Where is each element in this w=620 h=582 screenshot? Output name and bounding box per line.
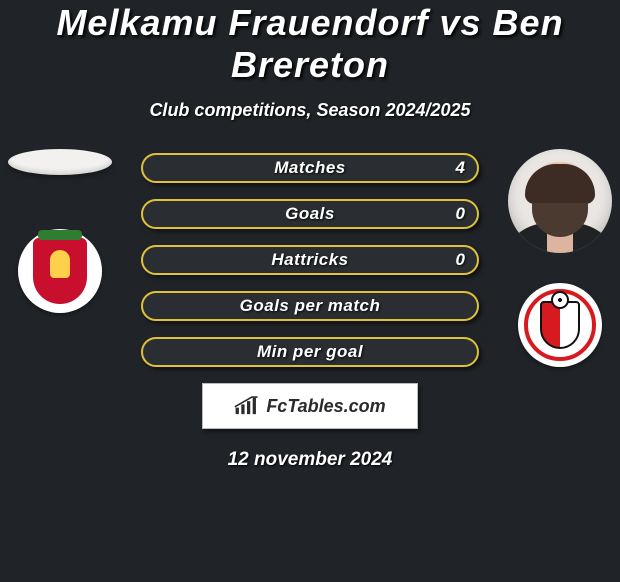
left-player-avatar [8,149,112,175]
stat-bar-value-left [143,339,167,365]
stat-bar: Goals per match [141,291,479,321]
left-club-crest [18,229,102,313]
stat-bar-value-left [143,293,167,319]
bar-chart-icon [234,396,260,416]
date-text: 12 november 2024 [0,449,620,471]
stat-bar-value-left [143,155,167,181]
subtitle: Club competitions, Season 2024/2025 [0,100,620,121]
brand-watermark: FcTables.com [202,383,418,429]
right-player-avatar [508,149,612,253]
stat-bar-label: Matches [143,155,477,181]
southampton-badge-icon [540,301,580,349]
stat-bar: Min per goal [141,337,479,367]
stat-bar: Matches4 [141,153,479,183]
stat-bar: Hattricks0 [141,245,479,275]
page-title: Melkamu Frauendorf vs Ben Brereton [0,2,620,86]
right-player-column [500,149,620,367]
stat-bar-label: Goals per match [143,293,477,319]
stat-bar-label: Hattricks [143,247,477,273]
stat-bar-value-right: 0 [444,247,477,273]
stat-bar: Goals0 [141,199,479,229]
stat-bar-value-right: 0 [444,201,477,227]
liverpool-shield-icon [33,238,87,304]
right-club-crest [518,283,602,367]
stat-bar-value-left [143,247,167,273]
stat-bar-value-right: 4 [444,155,477,181]
stat-bar-value-right [453,293,477,319]
stat-bar-label: Min per goal [143,339,477,365]
left-player-column [0,149,120,313]
stat-bars: Matches4Goals0Hattricks0Goals per matchM… [141,149,479,367]
brand-text: FcTables.com [266,396,385,417]
stat-bar-value-left [143,201,167,227]
stat-bar-label: Goals [143,201,477,227]
comparison-stage: Matches4Goals0Hattricks0Goals per matchM… [0,149,620,471]
stat-bar-value-right [453,339,477,365]
